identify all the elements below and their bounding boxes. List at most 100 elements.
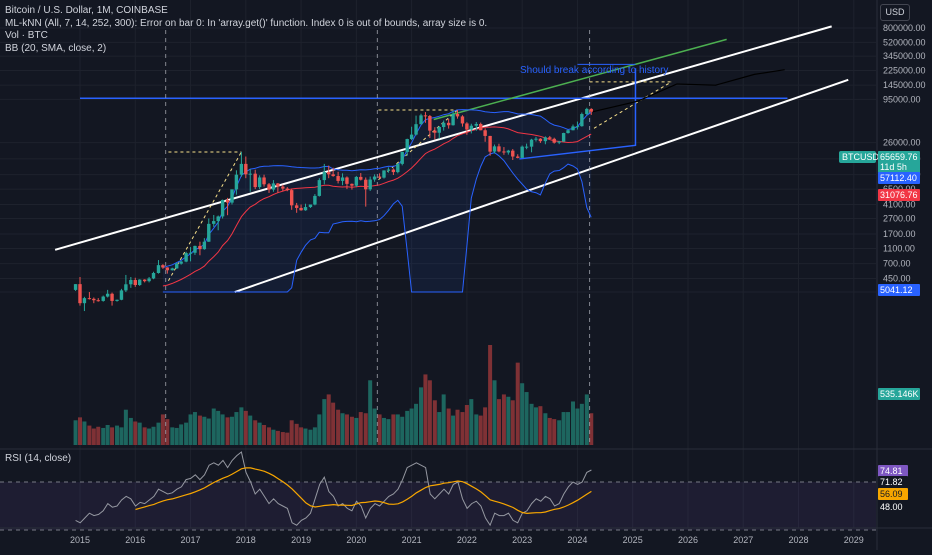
candle-body [220, 199, 225, 217]
y-tick-label: 800000.00 [883, 23, 926, 33]
indicator-error[interactable]: ML-kNN (All, 7, 14, 252, 300): Error on … [5, 17, 488, 29]
drawings[interactable] [54, 25, 849, 445]
volume-bar [289, 420, 294, 445]
volume-bar [248, 415, 253, 445]
candle-body [524, 146, 529, 148]
candle-body [580, 114, 584, 127]
volume-bar [386, 419, 391, 445]
volume-bar [584, 394, 589, 445]
volume-bar [294, 423, 299, 445]
upper-channel-line[interactable] [54, 25, 832, 251]
rsi-pane: 80 [0, 451, 893, 531]
volume-bar [391, 414, 396, 445]
candle-body [396, 163, 400, 173]
volume-bar [571, 401, 576, 445]
candle-body [488, 135, 492, 152]
green-trend-line[interactable] [433, 38, 727, 121]
candle-body [313, 195, 317, 205]
candle-body [336, 176, 340, 181]
candle-body [294, 205, 299, 208]
candle-body [557, 141, 561, 143]
volume-bar [91, 428, 96, 445]
candle-body [262, 177, 266, 185]
annotation-text[interactable]: Should break according to history [520, 65, 668, 76]
volume-bar [510, 400, 515, 445]
candle-body [340, 177, 345, 181]
candle-body [548, 137, 552, 139]
price-tag-value: 535.146K [880, 389, 919, 399]
volume-bar [552, 419, 557, 445]
price-tag-value: 5041.12 [880, 285, 913, 295]
price-tag-sub: 11d 5h [880, 162, 907, 172]
bollinger-legend[interactable]: BB (20, SMA, close, 2) [5, 42, 107, 54]
price-tag-box [878, 151, 920, 173]
x-tick-label: 2015 [70, 535, 90, 545]
candle-body [455, 113, 460, 117]
y-tick-label: 345000.00 [883, 51, 926, 61]
candle-body [137, 279, 142, 286]
candle-body [73, 284, 78, 290]
volume-bar [501, 394, 506, 445]
x-tick-label: 2023 [512, 535, 532, 545]
currency-button[interactable]: USD [880, 4, 910, 21]
volume-bar [234, 412, 239, 445]
x-tick-label: 2019 [291, 535, 311, 545]
volume-legend[interactable]: Vol · BTC [5, 30, 48, 41]
candle-body [428, 116, 432, 131]
candle-body [350, 183, 354, 186]
volume-bar [267, 427, 272, 445]
price-tag-box [878, 172, 920, 184]
candle-body [151, 272, 156, 279]
x-tick-label: 2017 [181, 535, 201, 545]
x-tick-label: 2018 [236, 535, 256, 545]
volume-bar [400, 416, 405, 445]
price-tag-value: 65659.76 [880, 152, 918, 162]
volume-bar [331, 402, 336, 445]
volume-bar [488, 345, 493, 445]
x-tick-label: 2029 [844, 535, 864, 545]
volume-bar [358, 412, 363, 445]
volume-bar [174, 427, 179, 445]
candle-body [561, 133, 566, 142]
y-tick-label: 700.00 [883, 259, 911, 269]
volume-bar [87, 425, 92, 445]
lower-channel-line[interactable] [234, 78, 849, 293]
volume-bar [206, 418, 211, 445]
volume-bar [280, 432, 285, 445]
volume-bar [524, 392, 529, 445]
volume-bar [101, 427, 106, 445]
volume-bar [160, 414, 165, 445]
symbol-tag [839, 151, 876, 163]
volume-bar [579, 403, 584, 445]
volume-bar [110, 427, 115, 445]
candle-body [322, 172, 326, 181]
volume-bar [377, 414, 382, 445]
candle-body [469, 125, 474, 130]
volume-bar [73, 420, 78, 445]
candle-body [170, 268, 175, 271]
volume-bar [483, 407, 488, 445]
candle-body [267, 184, 271, 190]
volume-bar [188, 414, 193, 445]
candle-body [179, 261, 183, 264]
volume-bar [119, 427, 124, 445]
candle-body [92, 298, 96, 301]
x-tick-label: 2025 [623, 535, 643, 545]
symbol-title[interactable]: Bitcoin / U.S. Dollar, 1M, COINBASE [5, 5, 168, 16]
rsi-tag-box [878, 501, 908, 513]
volume-bar [451, 415, 456, 445]
volume-bar [262, 425, 267, 445]
candle-body [446, 122, 451, 126]
candle-body [115, 299, 119, 301]
chart-legend: Bitcoin / U.S. Dollar, 1M, COINBASE ML-k… [5, 5, 487, 55]
volume-bar [557, 420, 562, 445]
candle-body [391, 169, 396, 173]
rsi-tag: 56.09 [878, 488, 908, 500]
candle-body [156, 265, 161, 273]
x-tick-label: 2024 [567, 535, 587, 545]
volume-bar [147, 428, 152, 445]
rsi-legend[interactable]: RSI (14, close) [5, 453, 72, 464]
